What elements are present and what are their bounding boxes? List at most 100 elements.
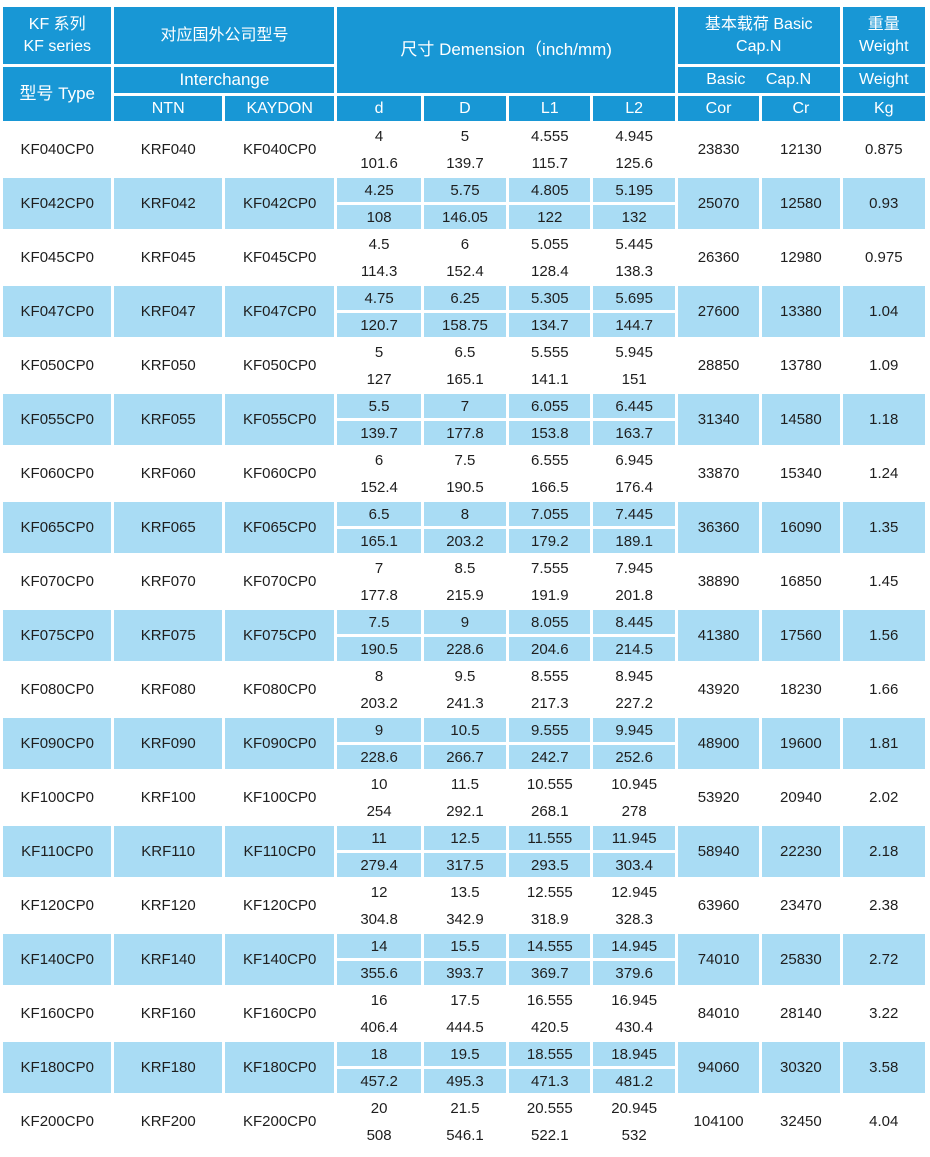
header-row-2: 型号 Type Interchange Basic Cap.N Weight bbox=[3, 67, 925, 121]
dim-stack: 9.5 241.3 bbox=[423, 664, 507, 715]
cell-L1-inch: 18.555 bbox=[509, 1042, 591, 1066]
cell-cr: 12580 bbox=[762, 178, 840, 229]
cell-D-inch: 10.5 bbox=[423, 718, 507, 742]
table-row: KF075CP0 KRF075 KF075CP0 7.5 190.5 9 228… bbox=[3, 610, 925, 661]
cell-d: 6.5 165.1 bbox=[337, 502, 421, 553]
cell-L2-inch: 12.945 bbox=[593, 880, 675, 904]
cell-L2: 8.945 227.2 bbox=[593, 664, 675, 715]
cell-L1: 4.805 122 bbox=[509, 178, 591, 229]
cell-cor: 31340 bbox=[677, 394, 760, 445]
cell-L2: 10.945 278 bbox=[593, 772, 675, 823]
dim-stack: 18.555 471.3 bbox=[509, 1042, 591, 1093]
cell-L2-inch: 8.445 bbox=[593, 610, 675, 634]
cell-ntn: KRF160 bbox=[114, 988, 222, 1039]
cell-d-mm: 165.1 bbox=[337, 529, 421, 553]
cell-D-inch: 8.5 bbox=[423, 556, 507, 580]
cell-L1: 4.555 115.7 bbox=[509, 124, 591, 175]
cell-D-mm: 444.5 bbox=[423, 1015, 507, 1039]
cell-L1-mm: 471.3 bbox=[509, 1069, 591, 1093]
cell-cr: 13780 bbox=[762, 340, 840, 391]
cell-d-inch: 7 bbox=[337, 556, 421, 580]
cell-L2-inch: 6.445 bbox=[593, 394, 675, 418]
cell-kg: 2.02 bbox=[842, 772, 925, 823]
cell-L1-mm: 134.7 bbox=[509, 313, 591, 337]
cell-cr: 12130 bbox=[762, 124, 840, 175]
cell-d: 18 457.2 bbox=[337, 1042, 421, 1093]
cell-ntn: KRF047 bbox=[114, 286, 222, 337]
cell-D: 19.5 495.3 bbox=[423, 1042, 507, 1093]
cell-L2-mm: 430.4 bbox=[593, 1015, 675, 1039]
cell-D-mm: 241.3 bbox=[423, 691, 507, 715]
dim-stack: 4.945 125.6 bbox=[593, 124, 675, 175]
cell-L1-inch: 6.055 bbox=[509, 394, 591, 418]
header-col-L1: L1 bbox=[509, 96, 591, 121]
cell-D: 17.5 444.5 bbox=[423, 988, 507, 1039]
cell-ntn: KRF070 bbox=[114, 556, 222, 607]
cell-L1-inch: 7.555 bbox=[509, 556, 591, 580]
spec-table: KF 系列 KF series 对应国外公司型号 尺寸 Demension（in… bbox=[0, 4, 928, 1150]
cell-L1: 9.555 242.7 bbox=[509, 718, 591, 769]
cell-L1-mm: 369.7 bbox=[509, 961, 591, 985]
dim-stack: 20.945 532 bbox=[593, 1096, 675, 1147]
dim-stack: 9.945 252.6 bbox=[593, 718, 675, 769]
dim-stack: 5.945 151 bbox=[593, 340, 675, 391]
dim-stack: 6 152.4 bbox=[423, 232, 507, 283]
cell-d-inch: 9 bbox=[337, 718, 421, 742]
cell-kaydon: KF110CP0 bbox=[224, 826, 335, 877]
dim-stack: 8 203.2 bbox=[423, 502, 507, 553]
cell-ntn: KRF110 bbox=[114, 826, 222, 877]
cell-L2-inch: 9.945 bbox=[593, 718, 675, 742]
cell-d: 8 203.2 bbox=[337, 664, 421, 715]
cell-L1-mm: 217.3 bbox=[509, 691, 591, 715]
cell-d: 4.25 108 bbox=[337, 178, 421, 229]
cell-kaydon: KF060CP0 bbox=[224, 448, 335, 499]
cell-d: 16 406.4 bbox=[337, 988, 421, 1039]
cell-kg: 0.975 bbox=[842, 232, 925, 283]
cell-d-inch: 12 bbox=[337, 880, 421, 904]
dim-stack: 12.555 318.9 bbox=[509, 880, 591, 931]
cell-L1-inch: 4.555 bbox=[509, 124, 591, 148]
cell-type: KF055CP0 bbox=[3, 394, 112, 445]
cell-cor: 26360 bbox=[677, 232, 760, 283]
cell-L1-mm: 122 bbox=[509, 205, 591, 229]
cell-L2-mm: 163.7 bbox=[593, 421, 675, 445]
cell-L2: 18.945 481.2 bbox=[593, 1042, 675, 1093]
cell-L1: 12.555 318.9 bbox=[509, 880, 591, 931]
cell-cor: 104100 bbox=[677, 1096, 760, 1147]
cell-cor: 36360 bbox=[677, 502, 760, 553]
cell-d: 20 508 bbox=[337, 1096, 421, 1147]
cell-L1-inch: 5.555 bbox=[509, 340, 591, 364]
cell-cor: 94060 bbox=[677, 1042, 760, 1093]
cell-kaydon: KF075CP0 bbox=[224, 610, 335, 661]
cell-kg: 1.81 bbox=[842, 718, 925, 769]
dim-stack: 5.055 128.4 bbox=[509, 232, 591, 283]
cell-kg: 2.72 bbox=[842, 934, 925, 985]
cell-d-mm: 279.4 bbox=[337, 853, 421, 877]
dim-stack: 6.25 158.75 bbox=[423, 286, 507, 337]
cell-L1-mm: 204.6 bbox=[509, 637, 591, 661]
cell-ntn: KRF100 bbox=[114, 772, 222, 823]
dim-stack: 8 203.2 bbox=[337, 664, 421, 715]
cell-d: 9 228.6 bbox=[337, 718, 421, 769]
cell-cr: 16850 bbox=[762, 556, 840, 607]
dim-stack: 6.5 165.1 bbox=[423, 340, 507, 391]
cell-d-inch: 6.5 bbox=[337, 502, 421, 526]
cell-d-mm: 114.3 bbox=[337, 259, 421, 283]
cell-type: KF047CP0 bbox=[3, 286, 112, 337]
cell-D: 6.5 165.1 bbox=[423, 340, 507, 391]
table-row: KF100CP0 KRF100 KF100CP0 10 254 11.5 292… bbox=[3, 772, 925, 823]
cell-L2: 6.945 176.4 bbox=[593, 448, 675, 499]
table-row: KF060CP0 KRF060 KF060CP0 6 152.4 7.5 190… bbox=[3, 448, 925, 499]
cell-L1-mm: 242.7 bbox=[509, 745, 591, 769]
dim-stack: 7 177.8 bbox=[423, 394, 507, 445]
cell-L1-inch: 16.555 bbox=[509, 988, 591, 1012]
cell-kaydon: KF070CP0 bbox=[224, 556, 335, 607]
dim-stack: 7.5 190.5 bbox=[337, 610, 421, 661]
cell-d-mm: 190.5 bbox=[337, 637, 421, 661]
table-row: KF055CP0 KRF055 KF055CP0 5.5 139.7 7 177… bbox=[3, 394, 925, 445]
cell-ntn: KRF090 bbox=[114, 718, 222, 769]
cell-L1-inch: 10.555 bbox=[509, 772, 591, 796]
cell-D-mm: 165.1 bbox=[423, 367, 507, 391]
cell-cor: 43920 bbox=[677, 664, 760, 715]
cell-D-inch: 15.5 bbox=[423, 934, 507, 958]
